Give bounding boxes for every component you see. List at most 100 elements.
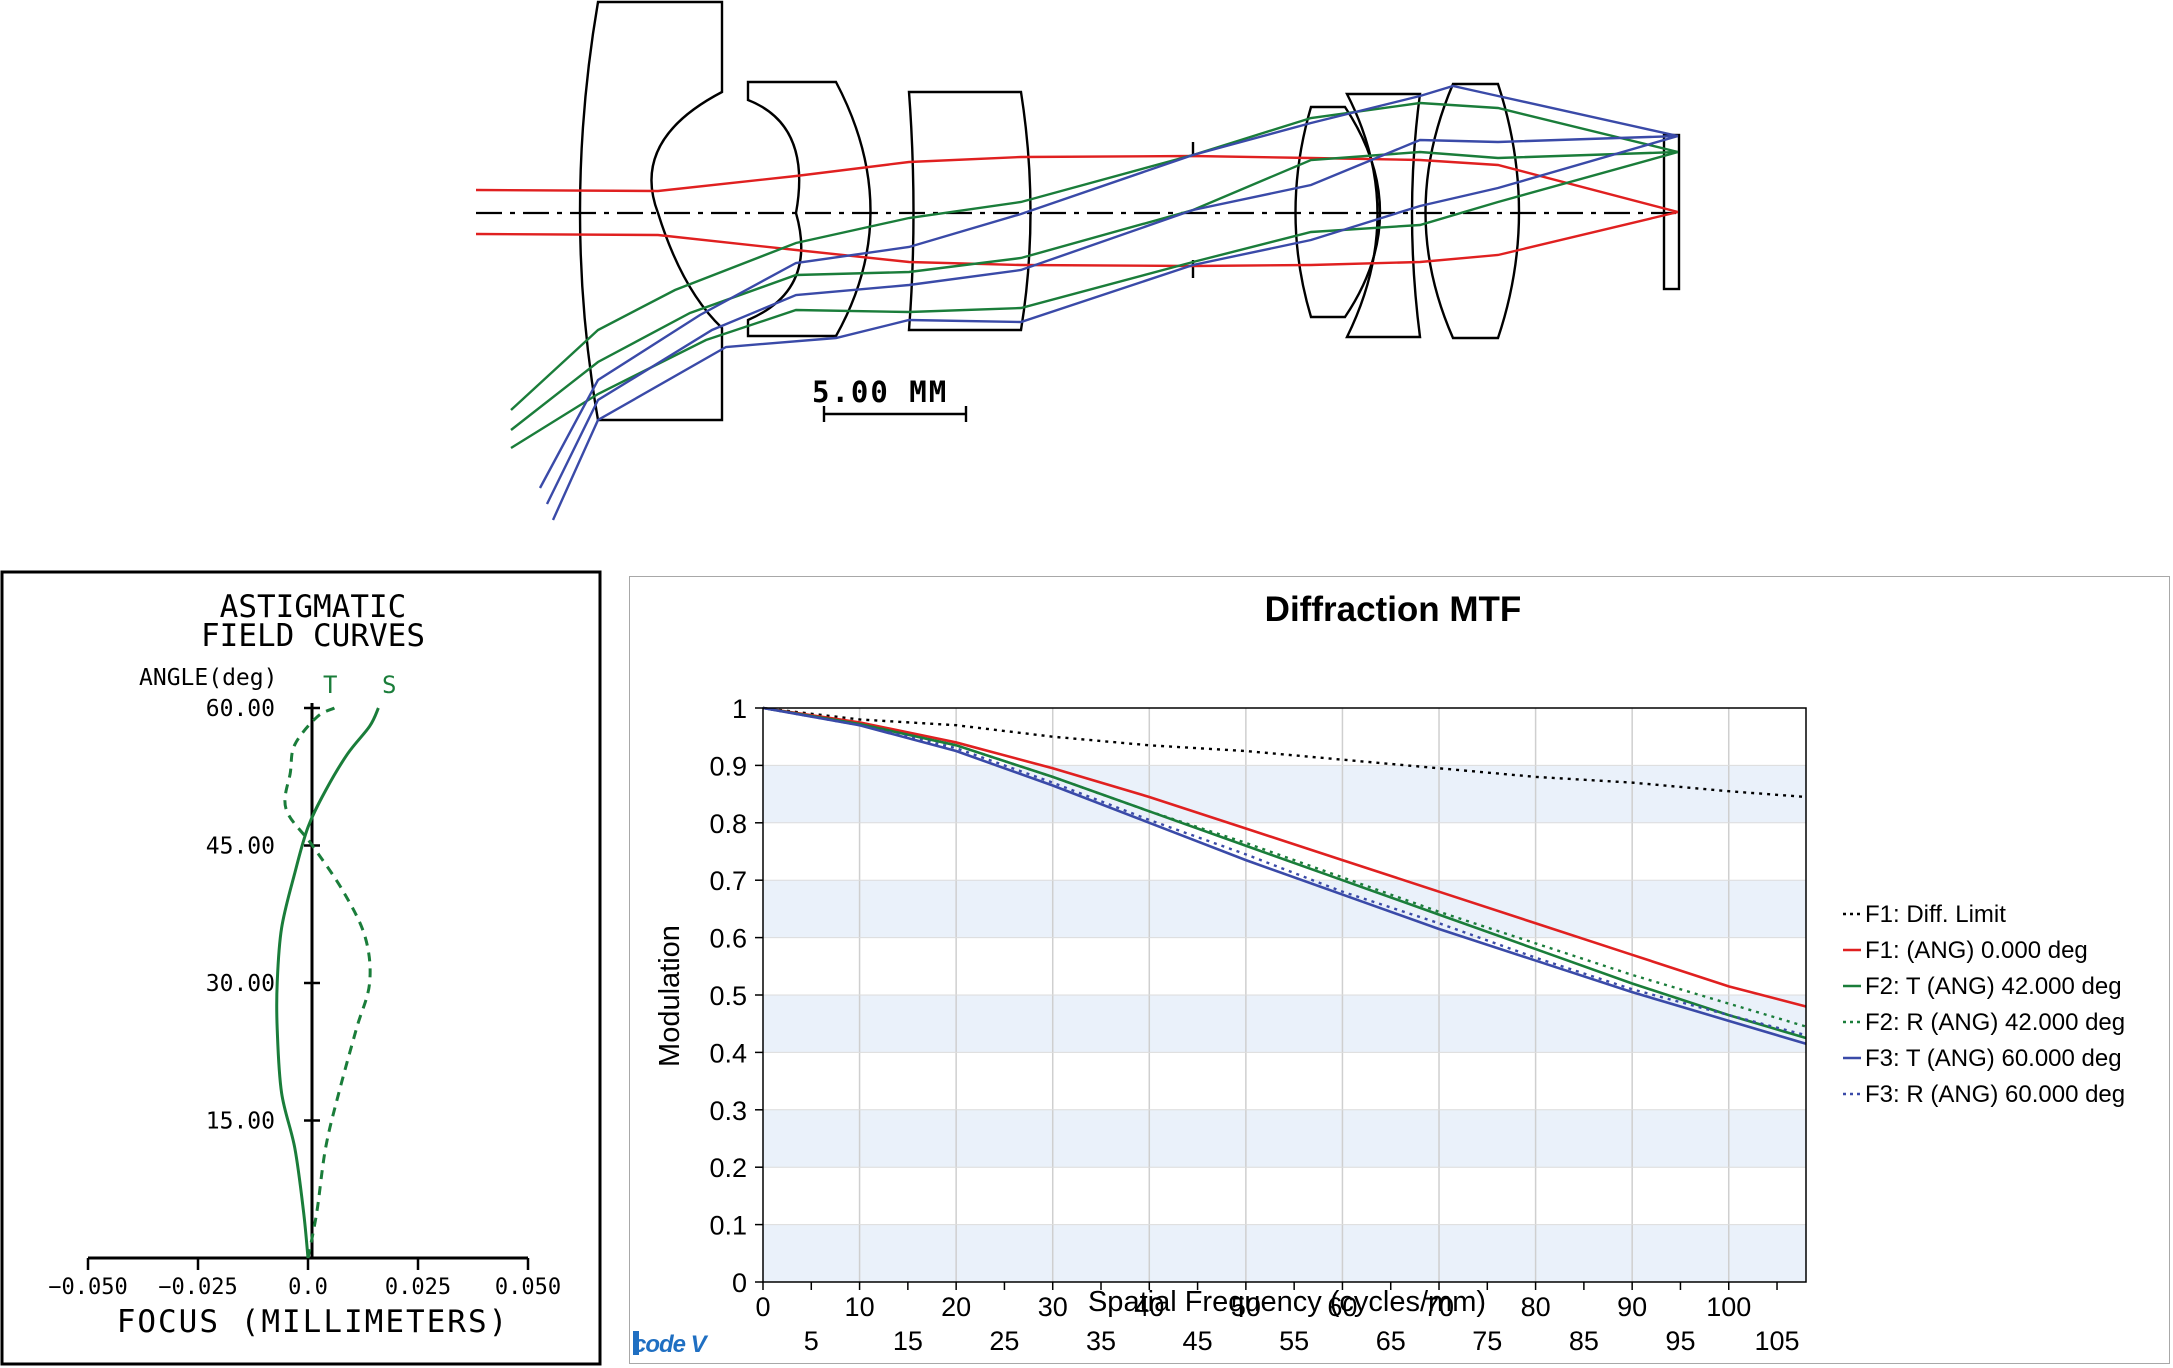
lens-layout-diagram: 5.00 MM: [475, 0, 1681, 521]
mtf-bands: [763, 765, 1806, 1282]
astig-y-tick-label: 60.00: [206, 696, 275, 722]
mtf-y-tick-label: 0: [732, 1268, 747, 1298]
ray-green-1: [510, 101, 1679, 411]
mtf-y-tick-label: 0.4: [709, 1038, 747, 1068]
mtf-x-tick-label-lower: 95: [1665, 1326, 1695, 1356]
mtf-y-ticks: 0 0.1 0.2 0.3 0.4 0.5 0.6 0.7 0.8 0.9 1: [709, 694, 763, 1298]
mtf-series-line-1: [762, 706, 1807, 1008]
ray-red-upper: [475, 154, 1679, 214]
mtf-gridlines: [763, 707, 1806, 1282]
mtf-band: [763, 995, 1806, 1053]
mtf-y-tick-label: 0.5: [709, 981, 747, 1011]
mtf-x-tick-label: 60: [1327, 1292, 1357, 1322]
astig-y-ticks: 60.00 45.00 30.00 15.00: [206, 696, 320, 1135]
astig-x-tick-label: −0.050: [48, 1275, 127, 1300]
mtf-series-line-5: [762, 706, 1807, 1037]
mtf-legend: F1: Diff. Limit F1: (ANG) 0.000 deg F2: T …: [1843, 901, 2125, 1108]
mtf-series-line-4: [762, 706, 1807, 1046]
mtf-y-tick-label: 0.3: [709, 1096, 747, 1126]
mtf-y-tick-label: 0.9: [709, 751, 747, 781]
mtf-x-tick-label-lower: 75: [1472, 1326, 1502, 1356]
mtf-x-tick-label-lower: 25: [989, 1326, 1019, 1356]
mtf-y-axis-title: Modulation: [654, 925, 686, 1067]
ray-blue-3: [551, 134, 1679, 521]
mtf-legend-label: F1: (ANG) 0.000 deg: [1865, 937, 2088, 964]
rays-axial: [475, 154, 1679, 268]
astig-t-label: T: [323, 671, 337, 699]
ray-blue-2: [545, 134, 1679, 505]
mtf-series-line-2: [762, 706, 1807, 1040]
astig-y-tick-label: 30.00: [206, 971, 275, 997]
mtf-y-tick-label: 0.2: [709, 1153, 747, 1183]
astig-title-line1: ASTIGMATIC: [220, 589, 407, 625]
mtf-band: [763, 880, 1806, 938]
ray-blue-1: [538, 84, 1679, 489]
mtf-x-tick-label-lower: 35: [1086, 1326, 1116, 1356]
astig-angle-label: ANGLE(deg): [139, 665, 277, 691]
astig-x-ticks: −0.050 −0.025 0.0 0.025 0.050: [48, 1258, 561, 1300]
mtf-band: [763, 1224, 1806, 1282]
astig-x-axis-title: FOCUS (MILLIMETERS): [117, 1304, 510, 1340]
astig-x-tick-label: −0.025: [158, 1275, 237, 1300]
mtf-x-tick-label-lower: 55: [1279, 1326, 1309, 1356]
mtf-x-tick-label: 20: [941, 1292, 971, 1322]
mtf-band: [763, 1109, 1806, 1168]
lens-element-5: [1345, 92, 1422, 339]
scale-bar-label: 5.00 MM: [812, 375, 948, 409]
mtf-x-tick-label: 10: [845, 1292, 875, 1322]
mtf-x-tick-label-lower: 105: [1754, 1326, 1799, 1356]
astig-y-tick-label: 45.00: [206, 834, 275, 860]
astigmatic-field-curves-panel: ASTIGMATIC FIELD CURVES ANGLE(deg) T S 6…: [0, 570, 602, 1366]
mtf-x-tick-label: 30: [1038, 1292, 1068, 1322]
mtf-legend-label: F3: R (ANG) 60.000 deg: [1865, 1081, 2125, 1108]
mtf-x-tick-label: 40: [1134, 1292, 1164, 1322]
mtf-legend-label: F1: Diff. Limit: [1865, 901, 2006, 928]
mtf-x-tick-label: 70: [1424, 1292, 1454, 1322]
mtf-title: Diffraction MTF: [1265, 590, 1522, 629]
mtf-y-tick-label: 0.1: [709, 1211, 747, 1241]
mtf-x-tick-label-lower: 85: [1569, 1326, 1599, 1356]
mtf-y-tick-label: 0.8: [709, 809, 747, 839]
ray-green-3: [510, 150, 1679, 450]
mtf-legend-label: F2: T (ANG) 42.000 deg: [1865, 973, 2122, 1000]
mtf-band: [763, 765, 1806, 823]
mtf-series-line-0: [762, 706, 1807, 799]
mtf-x-tick-label: 0: [755, 1292, 770, 1322]
mtf-legend-label: F3: T (ANG) 60.000 deg: [1865, 1045, 2122, 1072]
codev-logo-text: code V: [633, 1331, 709, 1358]
lens-elements: [578, 0, 1681, 422]
mtf-y-tick-label: 1: [732, 694, 747, 724]
mtf-series: [762, 706, 1807, 1046]
astig-panel-border: [0, 570, 602, 1366]
mtf-legend-label: F2: R (ANG) 42.000 deg: [1865, 1009, 2125, 1036]
mtf-x-tick-label: 80: [1521, 1292, 1551, 1322]
mtf-y-tick-label: 0.7: [709, 866, 747, 896]
mtf-x-axis-title: Spatial Frequency (cycles/mm): [1088, 1286, 1486, 1318]
mtf-y-tick-label: 0.6: [709, 924, 747, 954]
lens-element-3: [907, 90, 1032, 332]
ray-green-2: [510, 150, 1679, 431]
lens-element-1: [578, 0, 724, 422]
mtf-x-tick-label: 90: [1617, 1292, 1647, 1322]
lens-element-6: [1424, 82, 1521, 340]
mtf-chart: Diffraction MTF 0 0.1 0.2 0.3 0.4 0.5 0.6 0.7 0.…: [633, 590, 2125, 1358]
codev-logo-mark: [633, 1331, 639, 1355]
mtf-x-tick-label: 100: [1706, 1292, 1751, 1322]
astig-s-label: S: [382, 671, 396, 699]
astig-title-line2: FIELD CURVES: [201, 618, 425, 654]
astig-x-tick-label: 0.050: [495, 1275, 561, 1300]
ray-red-lower: [475, 210, 1679, 268]
lens-element-2: [746, 80, 872, 338]
mtf-x-tick-label-lower: 15: [893, 1326, 923, 1356]
mtf-x-tick-label-lower: 65: [1376, 1326, 1406, 1356]
astig-sagittal-curve: [275, 707, 380, 1259]
mtf-x-tick-label: 50: [1231, 1292, 1261, 1322]
rays-field-60: [538, 84, 1679, 521]
astig-x-tick-label: 0.0: [288, 1275, 328, 1300]
astig-x-tick-label: 0.025: [385, 1275, 451, 1300]
mtf-x-ticks: 0 10 20 30 40 50 60 70 80 90 100 5 15 25 35 45 55 65 75 85 9…: [755, 1282, 1800, 1356]
mtf-x-tick-label-lower: 5: [804, 1326, 819, 1356]
rays-field-42: [510, 101, 1679, 450]
codev-logo: code V: [633, 1331, 710, 1358]
